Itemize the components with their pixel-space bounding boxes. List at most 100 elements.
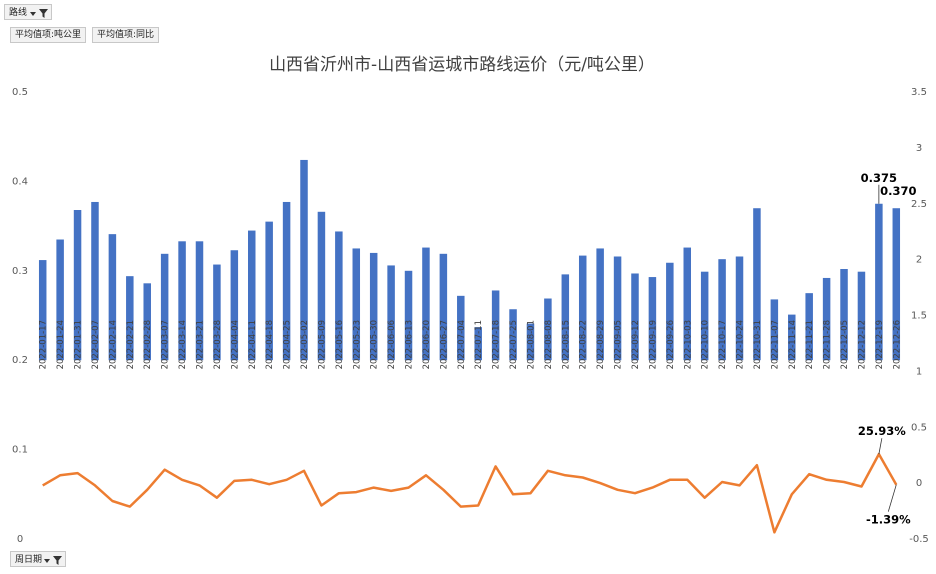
bar bbox=[317, 211, 326, 361]
x-tick-label: 2022-01-24 bbox=[56, 320, 66, 369]
x-tick-label: 2022-08-08 bbox=[544, 320, 554, 369]
left-axis: 0.5 0.4 0.3 0.2 0.1 0 bbox=[12, 87, 28, 545]
line-series bbox=[42, 452, 898, 534]
x-tick-label: 2022-02-14 bbox=[108, 320, 118, 369]
bar bbox=[666, 262, 674, 361]
x-tick-label: 2022-08-29 bbox=[596, 320, 606, 369]
x-tick-label: 2022-08-01 bbox=[526, 320, 536, 369]
left-axis-tick-label: 0.5 bbox=[12, 87, 28, 98]
bar bbox=[56, 239, 64, 361]
bar bbox=[404, 270, 413, 361]
x-tick-label: 2022-04-04 bbox=[230, 320, 240, 369]
x-tick-label: 2022-10-03 bbox=[683, 320, 693, 369]
x-tick-label: 2022-12-12 bbox=[857, 320, 867, 369]
right-axis-tick-label: 2 bbox=[916, 255, 922, 266]
right-axis-tick-label: 3 bbox=[916, 143, 922, 154]
route-filter-label: 路线 bbox=[9, 8, 28, 18]
x-tick-label: 2022-09-26 bbox=[666, 320, 676, 369]
x-tick-label: 2022-11-14 bbox=[788, 320, 798, 369]
funnel-icon bbox=[53, 556, 62, 565]
x-tick-label: 2022-06-20 bbox=[422, 320, 432, 369]
right-axis-tick-label: 0 bbox=[916, 478, 922, 489]
bar bbox=[282, 201, 291, 361]
data-label-leader bbox=[887, 484, 897, 512]
right-axis-tick-label: 1 bbox=[916, 366, 922, 377]
x-tick-label: 2022-07-25 bbox=[509, 320, 519, 369]
bar bbox=[387, 265, 395, 361]
bar bbox=[648, 277, 657, 361]
bar bbox=[526, 323, 535, 361]
bar bbox=[474, 327, 482, 361]
bar bbox=[213, 264, 221, 361]
x-tick-label: 2022-06-13 bbox=[405, 320, 415, 369]
x-axis-labels: 2022-01-17 2022-01-24 2022-01-31 2022-02-07… bbox=[39, 320, 903, 369]
x-tick-label: 2022-12-05 bbox=[840, 320, 850, 369]
x-tick-label: 2022-03-07 bbox=[161, 320, 171, 369]
chevron-down-icon bbox=[44, 559, 50, 563]
x-tick-label: 2022-12-19 bbox=[875, 320, 885, 369]
left-axis-tick-label: 0 bbox=[17, 534, 23, 545]
bar bbox=[509, 309, 517, 361]
x-tick-label: 2022-10-10 bbox=[701, 320, 711, 369]
x-tick-label: 2022-07-04 bbox=[457, 320, 467, 369]
x-tick-label: 2022-09-05 bbox=[614, 320, 624, 369]
bar bbox=[230, 250, 239, 361]
data-label-leader bbox=[878, 438, 883, 455]
x-tick-label: 2022-01-31 bbox=[74, 320, 84, 369]
x-tick-label: 2022-07-18 bbox=[492, 320, 502, 369]
x-tick-label: 2022-11-28 bbox=[823, 320, 833, 369]
route-filter-button[interactable]: 路线 bbox=[4, 4, 52, 20]
x-tick-label: 2022-02-21 bbox=[126, 320, 136, 369]
bar bbox=[160, 253, 169, 361]
left-axis-tick-label: 0.3 bbox=[12, 266, 28, 277]
right-axis: 3.5 3 2.5 2 1.5 1 0.5 0 -0.5 bbox=[909, 87, 929, 545]
week-date-filter-label: 周日期 bbox=[15, 555, 43, 565]
bar bbox=[735, 256, 744, 361]
bar bbox=[788, 314, 796, 361]
week-date-filter-button[interactable]: 周日期 bbox=[10, 551, 66, 567]
bar bbox=[892, 208, 901, 361]
chevron-down-icon bbox=[30, 12, 36, 16]
bar bbox=[335, 231, 343, 361]
x-tick-label: 2022-05-09 bbox=[317, 320, 327, 369]
left-axis-tick-label: 0.4 bbox=[12, 176, 28, 187]
right-axis-tick-label: 3.5 bbox=[911, 87, 927, 98]
x-tick-label: 2022-01-17 bbox=[39, 320, 49, 369]
bar bbox=[596, 248, 604, 361]
bar bbox=[822, 277, 831, 361]
left-axis-tick-label: 0.1 bbox=[12, 445, 28, 456]
right-axis-tick-label: -0.5 bbox=[909, 534, 929, 545]
bar bbox=[439, 253, 448, 361]
x-tick-label: 2022-05-23 bbox=[352, 320, 362, 369]
bar bbox=[875, 203, 883, 361]
bar bbox=[422, 247, 430, 361]
x-tick-label: 2022-09-19 bbox=[648, 320, 658, 369]
x-tick-label: 2022-03-21 bbox=[195, 320, 205, 369]
bar bbox=[805, 293, 813, 361]
bar bbox=[248, 230, 256, 361]
data-label: -1.39% bbox=[866, 513, 911, 527]
x-tick-label: 2022-11-07 bbox=[770, 320, 780, 369]
bar bbox=[683, 247, 691, 361]
x-tick-label: 2022-09-12 bbox=[631, 320, 641, 369]
value-field-chip-yoy[interactable]: 平均值项:同比 bbox=[92, 27, 160, 43]
yoy-line bbox=[42, 452, 898, 534]
x-tick-label: 2022-04-18 bbox=[265, 320, 275, 369]
bar-series bbox=[38, 159, 901, 361]
value-field-chip-tonkm[interactable]: 平均值项:吨公里 bbox=[10, 27, 87, 43]
left-axis-tick-label: 0.2 bbox=[12, 355, 28, 366]
data-label: 0.370 bbox=[880, 184, 916, 198]
bar bbox=[544, 298, 552, 361]
x-tick-label: 2022-06-27 bbox=[439, 320, 449, 369]
x-tick-label: 2022-12-26 bbox=[892, 320, 902, 369]
x-tick-label: 2022-10-31 bbox=[753, 320, 763, 369]
x-tick-label: 2022-03-14 bbox=[178, 320, 188, 369]
x-tick-label: 2022-10-24 bbox=[736, 320, 746, 369]
bar bbox=[143, 283, 151, 361]
x-tick-label: 2022-04-11 bbox=[248, 320, 258, 369]
x-tick-label: 2022-10-17 bbox=[718, 320, 728, 369]
bar bbox=[631, 273, 639, 361]
bar bbox=[126, 276, 134, 361]
bar bbox=[178, 241, 186, 361]
x-tick-label: 2022-02-28 bbox=[143, 320, 153, 369]
